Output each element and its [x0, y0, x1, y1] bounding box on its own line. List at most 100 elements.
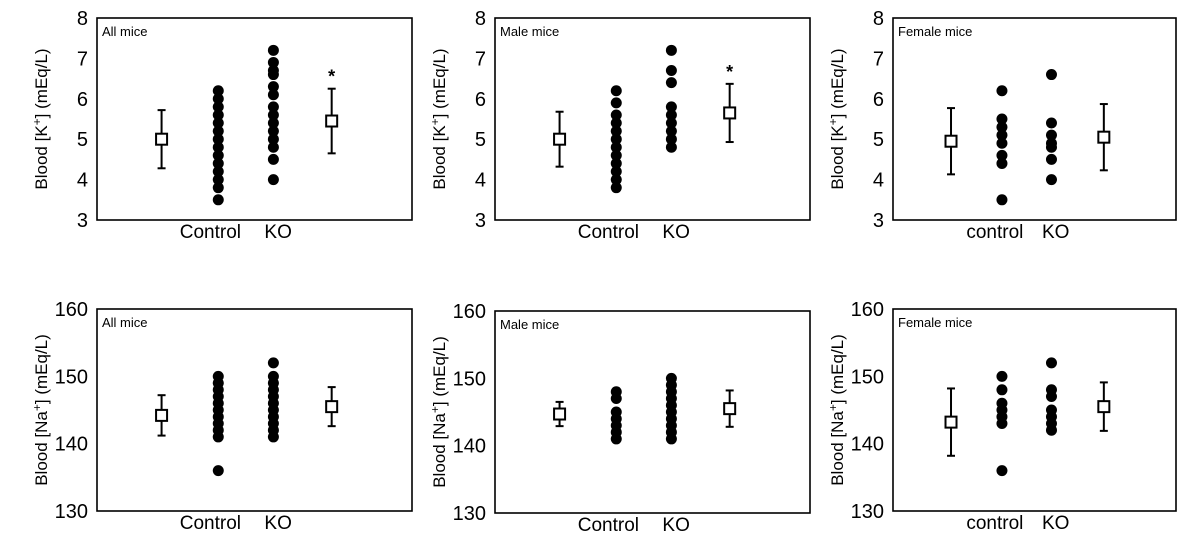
mean-marker	[944, 134, 958, 148]
data-point	[1045, 174, 1057, 186]
data-point	[665, 109, 677, 121]
y-tick-label: 3	[873, 210, 884, 232]
mean-marker	[944, 415, 958, 429]
data-point	[212, 194, 224, 206]
data-point	[267, 125, 279, 137]
plot-frame	[96, 308, 413, 512]
data-point	[610, 117, 622, 129]
data-point	[267, 89, 279, 101]
data-point	[665, 77, 677, 89]
data-point	[1045, 141, 1057, 153]
plot-frame	[494, 17, 811, 221]
y-tick-label: 150	[55, 366, 88, 388]
y-axis-label: Blood [K+] (mEq/L)	[428, 48, 449, 189]
data-point	[212, 117, 224, 129]
data-point	[665, 65, 677, 77]
y-axis-label: Blood [K+] (mEq/L)	[30, 48, 51, 189]
y-tick-label: 160	[851, 299, 884, 321]
data-point	[267, 357, 279, 369]
data-point	[610, 157, 622, 169]
data-point	[267, 117, 279, 129]
data-point	[267, 431, 279, 443]
category-label: KO	[1042, 513, 1069, 532]
data-point	[610, 393, 622, 405]
data-point	[1045, 357, 1057, 369]
data-point	[996, 370, 1008, 382]
data-point	[267, 101, 279, 113]
data-point	[610, 97, 622, 109]
y-tick-label: 4	[77, 170, 88, 192]
y-axis-label: Blood [Na+] (mEq/L)	[30, 334, 51, 486]
y-tick-label: 140	[851, 434, 884, 456]
y-axis-label-superscript: +	[428, 118, 442, 125]
data-point	[1045, 129, 1057, 141]
data-point	[267, 44, 279, 56]
y-tick-label: 8	[873, 8, 884, 30]
category-label: Control	[180, 513, 241, 532]
data-point	[610, 433, 622, 445]
data-point	[212, 182, 224, 194]
mean-marker	[1097, 130, 1111, 144]
y-tick-label: 5	[77, 129, 88, 151]
data-point	[996, 85, 1008, 97]
data-point	[665, 125, 677, 137]
data-point	[996, 465, 1008, 477]
panel-title: All mice	[102, 24, 148, 39]
category-label: KO	[662, 222, 689, 243]
y-tick-label: 130	[453, 503, 486, 525]
data-point	[267, 109, 279, 121]
y-axis-label-tail: ] (mEq/L)	[828, 334, 847, 404]
chart-panel: Female mice 3 4 5 6 7 8 Blood [K+] (mEq/L) contr…	[826, 8, 1177, 243]
data-point	[665, 141, 677, 153]
data-point	[610, 109, 622, 121]
mean-marker	[553, 407, 567, 421]
y-tick-label: 6	[77, 89, 88, 111]
data-point	[267, 81, 279, 93]
plot-frame	[892, 17, 1177, 221]
y-tick-label: 130	[851, 501, 884, 523]
data-point	[665, 433, 677, 445]
data-point	[996, 137, 1008, 149]
y-tick-label: 3	[77, 210, 88, 232]
category-label: KO	[264, 222, 291, 243]
data-point	[267, 69, 279, 81]
mean-marker	[1097, 400, 1111, 414]
data-point	[996, 121, 1008, 133]
data-point	[610, 125, 622, 137]
category-label: control	[966, 222, 1023, 243]
data-point	[267, 174, 279, 186]
y-axis-label-superscript: +	[826, 118, 840, 125]
y-tick-label: 4	[475, 170, 486, 192]
category-label: Control	[578, 222, 639, 243]
data-point	[610, 174, 622, 186]
data-point	[665, 101, 677, 113]
data-point	[212, 109, 224, 121]
data-point	[212, 125, 224, 137]
data-point	[996, 417, 1008, 429]
plot-frame	[494, 310, 811, 514]
y-axis-label-superscript: +	[30, 118, 44, 125]
category-label: Control	[180, 222, 241, 243]
y-tick-label: 130	[55, 501, 88, 523]
mean-marker	[155, 132, 169, 146]
y-tick-label: 7	[873, 48, 884, 70]
panel-title: Male mice	[500, 24, 559, 39]
data-point	[212, 157, 224, 169]
data-point	[212, 101, 224, 113]
data-point	[665, 133, 677, 145]
y-axis-label-tail: ] (mEq/L)	[32, 334, 51, 404]
y-axis-label-base: Blood [Na	[32, 411, 51, 486]
category-label: control	[966, 513, 1023, 532]
data-point	[1045, 153, 1057, 165]
y-tick-label: 3	[475, 210, 486, 232]
data-point	[212, 85, 224, 97]
mean-marker	[155, 408, 169, 422]
significance-asterisk: *	[328, 67, 335, 87]
data-point	[1045, 117, 1057, 129]
data-point	[267, 153, 279, 165]
data-point	[610, 166, 622, 178]
data-point	[996, 149, 1008, 161]
y-axis-label: Blood [Na+] (mEq/L)	[428, 336, 449, 488]
